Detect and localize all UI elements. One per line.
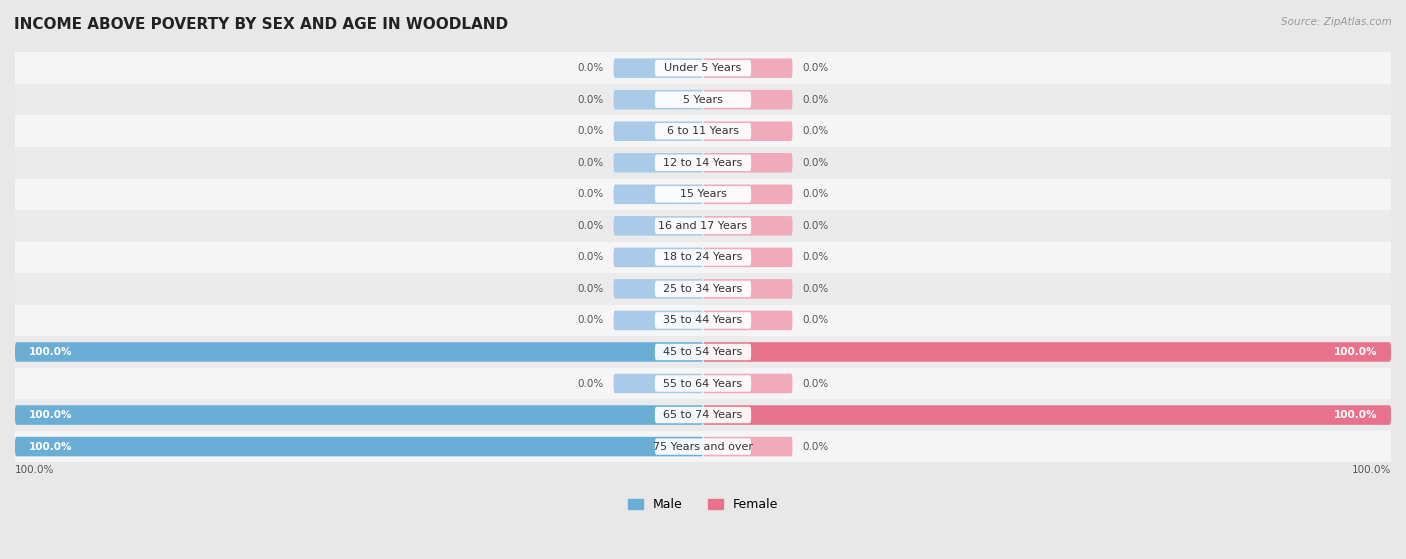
- FancyBboxPatch shape: [613, 121, 703, 141]
- Text: 0.0%: 0.0%: [803, 284, 830, 294]
- FancyBboxPatch shape: [703, 58, 793, 78]
- FancyBboxPatch shape: [613, 311, 703, 330]
- Text: 0.0%: 0.0%: [576, 252, 603, 262]
- FancyBboxPatch shape: [655, 155, 751, 171]
- Bar: [15, 336, 1391, 368]
- FancyBboxPatch shape: [15, 342, 703, 362]
- FancyBboxPatch shape: [655, 249, 751, 266]
- Text: 0.0%: 0.0%: [803, 442, 830, 452]
- Text: 0.0%: 0.0%: [803, 190, 830, 200]
- Text: 0.0%: 0.0%: [803, 94, 830, 105]
- Text: 0.0%: 0.0%: [576, 284, 603, 294]
- Text: 25 to 34 Years: 25 to 34 Years: [664, 284, 742, 294]
- FancyBboxPatch shape: [655, 217, 751, 234]
- Text: 5 Years: 5 Years: [683, 94, 723, 105]
- Text: 100.0%: 100.0%: [28, 410, 72, 420]
- FancyBboxPatch shape: [703, 184, 793, 204]
- Bar: [15, 399, 1391, 431]
- Text: 16 and 17 Years: 16 and 17 Years: [658, 221, 748, 231]
- FancyBboxPatch shape: [15, 405, 703, 425]
- FancyBboxPatch shape: [655, 407, 751, 423]
- Text: 0.0%: 0.0%: [576, 315, 603, 325]
- Text: 100.0%: 100.0%: [28, 347, 72, 357]
- FancyBboxPatch shape: [613, 58, 703, 78]
- Bar: [15, 84, 1391, 116]
- Text: 0.0%: 0.0%: [576, 378, 603, 389]
- Text: 0.0%: 0.0%: [803, 315, 830, 325]
- FancyBboxPatch shape: [703, 279, 793, 299]
- Text: Source: ZipAtlas.com: Source: ZipAtlas.com: [1281, 17, 1392, 27]
- Text: 100.0%: 100.0%: [15, 465, 55, 475]
- FancyBboxPatch shape: [703, 90, 793, 110]
- Text: 35 to 44 Years: 35 to 44 Years: [664, 315, 742, 325]
- FancyBboxPatch shape: [655, 281, 751, 297]
- Bar: [15, 147, 1391, 178]
- FancyBboxPatch shape: [613, 374, 703, 394]
- Bar: [15, 241, 1391, 273]
- Text: 6 to 11 Years: 6 to 11 Years: [666, 126, 740, 136]
- Text: 0.0%: 0.0%: [576, 158, 603, 168]
- Text: 0.0%: 0.0%: [803, 126, 830, 136]
- FancyBboxPatch shape: [703, 342, 1391, 362]
- Text: 0.0%: 0.0%: [803, 158, 830, 168]
- Text: 100.0%: 100.0%: [1334, 347, 1378, 357]
- Bar: [15, 116, 1391, 147]
- Text: 0.0%: 0.0%: [803, 63, 830, 73]
- Text: 0.0%: 0.0%: [576, 94, 603, 105]
- Text: 0.0%: 0.0%: [576, 126, 603, 136]
- Text: 0.0%: 0.0%: [803, 252, 830, 262]
- Legend: Male, Female: Male, Female: [623, 493, 783, 516]
- FancyBboxPatch shape: [655, 344, 751, 360]
- FancyBboxPatch shape: [613, 279, 703, 299]
- FancyBboxPatch shape: [613, 90, 703, 110]
- Text: 45 to 54 Years: 45 to 54 Years: [664, 347, 742, 357]
- Text: 75 Years and over: 75 Years and over: [652, 442, 754, 452]
- Text: 0.0%: 0.0%: [576, 221, 603, 231]
- Text: Under 5 Years: Under 5 Years: [665, 63, 741, 73]
- FancyBboxPatch shape: [703, 437, 793, 456]
- Bar: [15, 210, 1391, 241]
- Bar: [15, 273, 1391, 305]
- FancyBboxPatch shape: [655, 375, 751, 392]
- Text: 12 to 14 Years: 12 to 14 Years: [664, 158, 742, 168]
- Text: 55 to 64 Years: 55 to 64 Years: [664, 378, 742, 389]
- FancyBboxPatch shape: [15, 437, 703, 456]
- FancyBboxPatch shape: [703, 248, 793, 267]
- FancyBboxPatch shape: [655, 92, 751, 108]
- FancyBboxPatch shape: [613, 248, 703, 267]
- Text: 18 to 24 Years: 18 to 24 Years: [664, 252, 742, 262]
- Text: 0.0%: 0.0%: [576, 190, 603, 200]
- FancyBboxPatch shape: [703, 153, 793, 173]
- Bar: [15, 305, 1391, 336]
- Text: 100.0%: 100.0%: [28, 442, 72, 452]
- FancyBboxPatch shape: [703, 374, 793, 394]
- Text: INCOME ABOVE POVERTY BY SEX AND AGE IN WOODLAND: INCOME ABOVE POVERTY BY SEX AND AGE IN W…: [14, 17, 508, 32]
- FancyBboxPatch shape: [703, 405, 1391, 425]
- FancyBboxPatch shape: [703, 216, 793, 235]
- Bar: [15, 53, 1391, 84]
- Text: 100.0%: 100.0%: [1334, 410, 1378, 420]
- Text: 15 Years: 15 Years: [679, 190, 727, 200]
- FancyBboxPatch shape: [655, 312, 751, 329]
- FancyBboxPatch shape: [655, 186, 751, 202]
- Text: 0.0%: 0.0%: [576, 63, 603, 73]
- Bar: [15, 431, 1391, 462]
- FancyBboxPatch shape: [655, 60, 751, 77]
- FancyBboxPatch shape: [613, 184, 703, 204]
- FancyBboxPatch shape: [655, 123, 751, 139]
- Bar: [15, 368, 1391, 399]
- Text: 65 to 74 Years: 65 to 74 Years: [664, 410, 742, 420]
- Text: 0.0%: 0.0%: [803, 378, 830, 389]
- FancyBboxPatch shape: [703, 121, 793, 141]
- Text: 100.0%: 100.0%: [1351, 465, 1391, 475]
- Bar: [15, 178, 1391, 210]
- Text: 0.0%: 0.0%: [803, 221, 830, 231]
- FancyBboxPatch shape: [655, 438, 751, 455]
- FancyBboxPatch shape: [703, 311, 793, 330]
- FancyBboxPatch shape: [613, 153, 703, 173]
- FancyBboxPatch shape: [613, 216, 703, 235]
